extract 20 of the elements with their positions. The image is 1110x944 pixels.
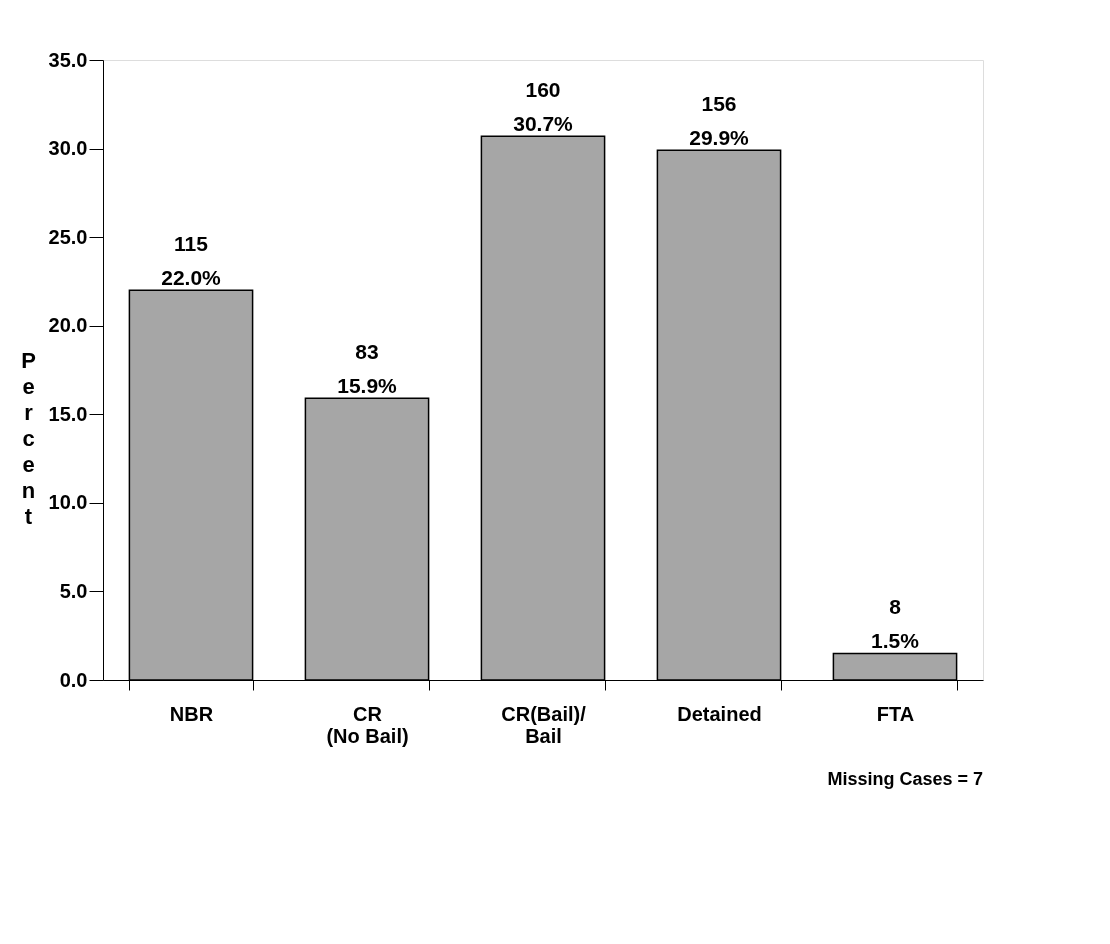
x-tick-label: FTA xyxy=(876,702,915,725)
data-label: 8 1.5% xyxy=(871,595,920,653)
data-label: 160 30.7% xyxy=(513,78,574,136)
text: Missing Cases = 7 xyxy=(827,769,983,789)
y-tick-label: 25.0 xyxy=(48,225,88,248)
y-tick-label: 15.0 xyxy=(48,402,88,425)
y-tick-label: 5.0 xyxy=(59,579,88,602)
data-label: 83 15.9% xyxy=(337,340,398,398)
x-tick-label: CR(Bail)/ Bail xyxy=(501,702,587,747)
x-tick-label: Detained xyxy=(677,702,762,725)
y-tick-label: 0.0 xyxy=(59,668,88,691)
data-label: 156 29.9% xyxy=(689,92,750,150)
x-tick-label: NBR xyxy=(169,702,214,725)
data-label: 115 22.0% xyxy=(161,232,222,290)
y-axis-title: Percent xyxy=(21,347,36,529)
y-tick-label: 20.0 xyxy=(48,314,88,337)
y-tick-label: 35.0 xyxy=(48,48,88,71)
y-tick-label: 30.0 xyxy=(48,137,88,160)
x-tick-label: CR (No Bail) xyxy=(326,702,409,747)
y-tick-label: 10.0 xyxy=(48,491,88,514)
